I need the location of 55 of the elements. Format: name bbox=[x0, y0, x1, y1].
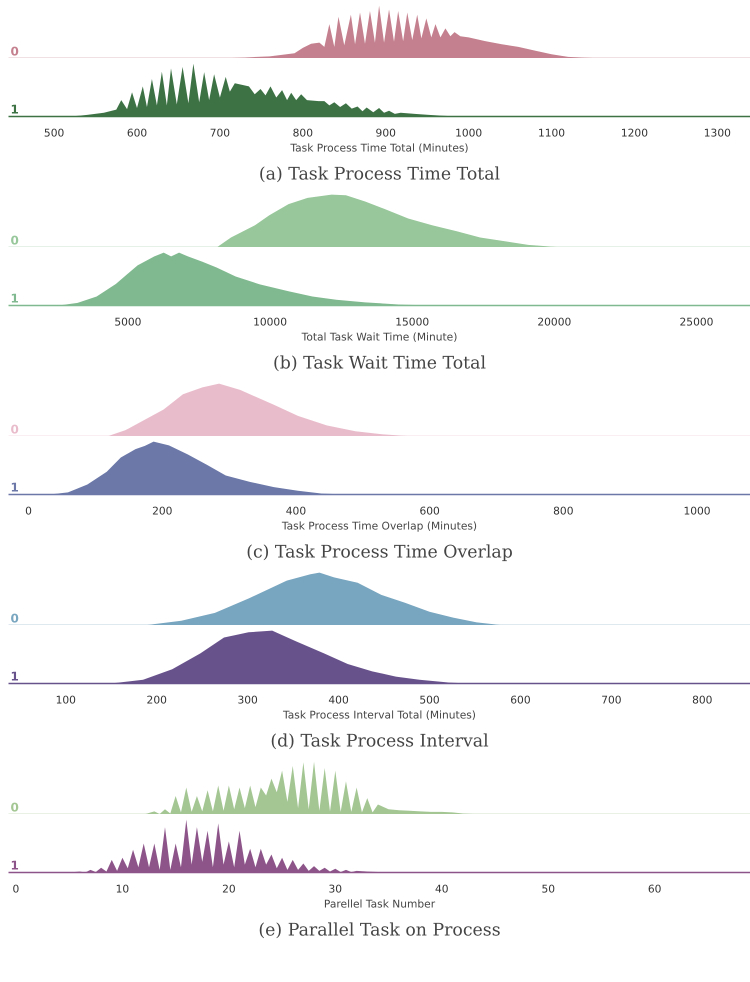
x-tick-label: 900 bbox=[376, 126, 396, 140]
series-label: 1 bbox=[10, 669, 19, 684]
x-tick-label: 600 bbox=[126, 126, 148, 140]
x-tick-label: 400 bbox=[328, 694, 349, 706]
series-label: 0 bbox=[10, 233, 19, 248]
x-tick-label: 1300 bbox=[704, 126, 732, 140]
x-tick-label: 200 bbox=[146, 694, 168, 706]
series-label: 1 bbox=[10, 858, 19, 872]
x-axis-title: Total Task Wait Time (Minute) bbox=[300, 330, 458, 344]
x-tick-label: 200 bbox=[152, 504, 173, 518]
x-tick-label: 30 bbox=[328, 882, 342, 896]
x-tick-label: 800 bbox=[692, 694, 713, 706]
series-label: 0 bbox=[10, 422, 19, 436]
x-axis-title: Task Process Interval Total (Minutes) bbox=[282, 708, 476, 722]
x-tick-label: 1200 bbox=[620, 126, 648, 140]
x-axis-title: Parellel Task Number bbox=[324, 898, 436, 910]
series-label: 0 bbox=[10, 800, 19, 814]
x-tick-label: 20 bbox=[222, 882, 236, 896]
x-tick-label: 700 bbox=[601, 694, 622, 706]
text: (c) Task Process Time Overlap bbox=[246, 542, 513, 562]
x-tick-label: 1000 bbox=[683, 504, 711, 518]
series-label: 1 bbox=[10, 102, 19, 116]
series-label: 0 bbox=[10, 44, 19, 58]
x-tick-label: 10000 bbox=[253, 316, 288, 328]
x-tick-label: 40 bbox=[434, 882, 449, 896]
x-tick-label: 700 bbox=[210, 126, 230, 140]
x-tick-label: 15000 bbox=[395, 316, 430, 328]
x-tick-label: 50 bbox=[541, 882, 556, 896]
text: (b) Task Wait Time Total bbox=[273, 354, 486, 374]
x-tick-label: 20000 bbox=[537, 316, 572, 328]
series-label: 1 bbox=[10, 480, 19, 494]
x-tick-label: 500 bbox=[44, 126, 64, 140]
text: (e) Parallel Task on Process bbox=[258, 920, 501, 940]
text: (d) Task Process Interval bbox=[270, 732, 490, 752]
x-tick-label: 600 bbox=[419, 504, 440, 518]
x-tick-label: 60 bbox=[648, 882, 662, 896]
x-tick-label: 300 bbox=[237, 694, 258, 706]
x-tick-label: 100 bbox=[56, 694, 76, 706]
x-tick-label: 1100 bbox=[538, 126, 566, 140]
x-tick-label: 0 bbox=[25, 504, 32, 518]
x-tick-label: 25000 bbox=[680, 316, 714, 328]
x-axis-title: Task Process Time Overlap (Minutes) bbox=[280, 520, 478, 532]
series-label: 0 bbox=[10, 611, 19, 626]
x-tick-label: 800 bbox=[553, 504, 574, 518]
x-tick-label: 10 bbox=[116, 882, 130, 896]
x-tick-label: 800 bbox=[292, 126, 314, 140]
x-tick-label: 500 bbox=[419, 694, 440, 706]
text: (a) Task Process Time Total bbox=[258, 164, 501, 184]
series-label: 1 bbox=[10, 291, 19, 306]
x-tick-label: 600 bbox=[510, 694, 531, 706]
x-tick-label: 400 bbox=[286, 504, 306, 518]
x-axis-title: Task Process Time Total (Minutes) bbox=[289, 142, 469, 154]
x-tick-label: 5000 bbox=[114, 316, 142, 328]
x-tick-label: 1000 bbox=[455, 126, 482, 140]
x-tick-label: 0 bbox=[12, 882, 20, 896]
